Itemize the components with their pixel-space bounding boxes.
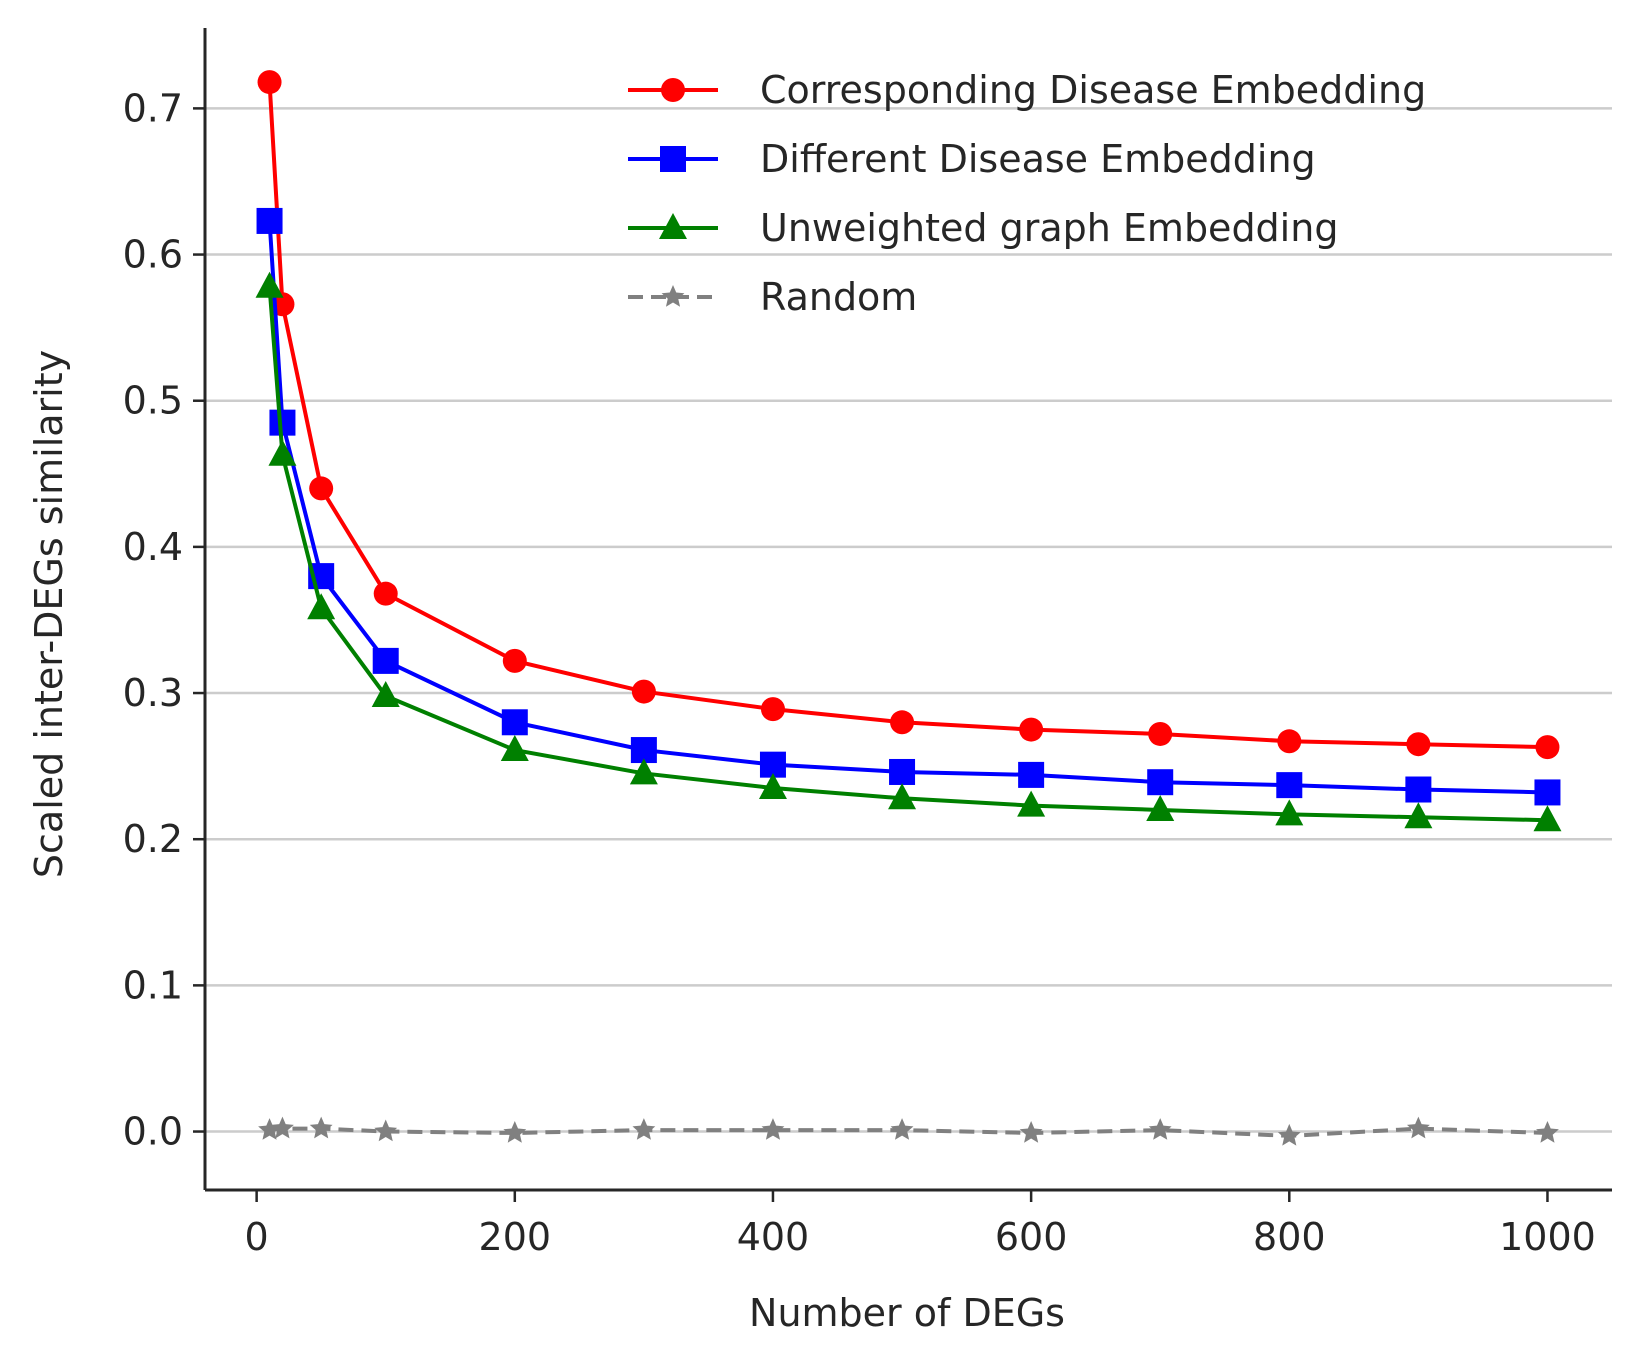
data-point	[761, 1118, 785, 1140]
legend-entry: Random	[628, 275, 917, 319]
data-point	[256, 207, 283, 234]
data-point	[629, 758, 658, 785]
data-point	[501, 709, 528, 736]
x-tick-label: 0	[245, 1215, 269, 1259]
data-point	[890, 1118, 914, 1140]
data-point	[1275, 799, 1304, 826]
x-axis-label: Number of DEGs	[749, 1291, 1065, 1335]
x-tick-label: 400	[737, 1215, 810, 1259]
y-tick-label: 0.1	[123, 963, 183, 1007]
legend-label: Different Disease Embedding	[760, 137, 1316, 181]
legend-label: Unweighted graph Embedding	[760, 206, 1338, 250]
data-point	[889, 758, 916, 785]
data-point	[268, 439, 297, 466]
data-point	[632, 1118, 656, 1140]
grid-lines	[205, 107, 1612, 1133]
data-point	[373, 581, 398, 606]
data-point	[1533, 805, 1562, 832]
legend-marker	[661, 285, 685, 307]
data-point	[1148, 1118, 1172, 1140]
axes	[203, 28, 1612, 1192]
x-tick-label: 1000	[1499, 1215, 1596, 1259]
x-tick-label: 200	[479, 1215, 552, 1259]
data-point	[255, 271, 284, 298]
data-point	[631, 679, 656, 704]
legend-label: Corresponding Disease Embedding	[760, 68, 1426, 112]
data-point	[371, 680, 400, 707]
legend-entry: Different Disease Embedding	[628, 137, 1316, 181]
y-tick-label: 0.5	[123, 379, 183, 423]
data-point	[258, 1118, 281, 1140]
data-point	[271, 1116, 294, 1139]
data-point	[1536, 1121, 1559, 1143]
x-tick-label: 800	[1253, 1215, 1326, 1259]
data-point	[257, 70, 282, 95]
legend-entry: Unweighted graph Embedding	[628, 206, 1338, 250]
y-tick-label: 0.3	[123, 671, 183, 715]
data-point	[1406, 732, 1431, 757]
legend-marker	[661, 78, 685, 102]
data-point	[760, 697, 785, 722]
data-point	[1017, 790, 1046, 817]
data-point	[1019, 717, 1044, 742]
data-point	[374, 1119, 398, 1142]
data-point	[888, 783, 917, 810]
data-point	[1406, 1116, 1430, 1139]
y-axis-label: Scaled inter-DEGs similarity	[27, 350, 71, 878]
data-point	[307, 593, 336, 620]
data-point	[1148, 721, 1173, 746]
legend: Corresponding Disease Embedding Different…	[628, 68, 1426, 319]
data-point	[1277, 729, 1302, 754]
data-point	[309, 1116, 333, 1139]
legend-entry: Corresponding Disease Embedding	[628, 68, 1426, 112]
data-point	[1018, 761, 1045, 788]
data-point	[1535, 735, 1560, 760]
y-tick-label: 0.7	[123, 86, 183, 130]
x-tick-label: 600	[995, 1215, 1068, 1259]
y-tick-label: 0.4	[123, 525, 183, 569]
legend-marker	[659, 213, 687, 239]
data-point	[309, 476, 334, 501]
data-point	[890, 710, 915, 735]
data-point	[372, 647, 399, 674]
legend-label: Random	[760, 275, 917, 319]
series-random	[258, 1116, 1559, 1146]
data-point	[500, 735, 529, 762]
series-layer	[255, 70, 1562, 1146]
data-point	[1534, 779, 1561, 806]
data-point	[1405, 776, 1432, 803]
data-point	[1147, 769, 1174, 796]
data-point	[1019, 1121, 1043, 1143]
y-tick-label: 0.2	[123, 817, 183, 861]
series-different-disease-embedding	[256, 207, 1561, 806]
y-tick-label: 0.6	[123, 233, 183, 277]
series-unweighted-graph-embedding	[255, 271, 1562, 832]
data-point	[502, 648, 527, 673]
data-point	[1277, 1123, 1301, 1146]
data-point	[503, 1121, 527, 1143]
data-point	[1404, 802, 1433, 829]
data-point	[758, 773, 787, 800]
ticks: 0.0 0.1 0.2 0.3 0.4 0.5 0.6 0.7 0 200 400 600 800 100…	[123, 86, 1596, 1259]
data-point	[1146, 794, 1175, 821]
legend-marker	[660, 146, 686, 172]
y-tick-label: 0.0	[123, 1110, 183, 1154]
series-corresponding-disease-embedding	[257, 70, 1560, 760]
data-point	[1276, 772, 1303, 799]
